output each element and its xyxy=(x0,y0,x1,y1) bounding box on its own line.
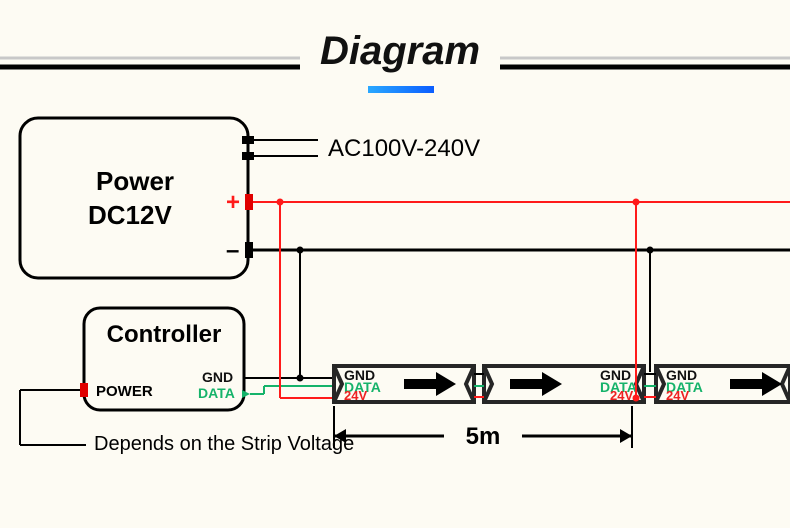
plus-label: + xyxy=(226,189,240,216)
strip-volt: 24V xyxy=(666,388,689,403)
ac-label: AC100V-240V xyxy=(328,135,480,162)
strip-volt: 24V xyxy=(344,388,367,403)
controller-data-label: DATA xyxy=(198,385,235,401)
controller-title: Controller xyxy=(107,321,222,348)
distance-label: 5m xyxy=(466,423,501,450)
controller-gnd-label: GND xyxy=(202,369,233,385)
minus-label: – xyxy=(226,237,239,264)
controller-power-label: POWER xyxy=(96,383,153,400)
title-underline xyxy=(368,86,434,93)
power-label-2: DC12V xyxy=(88,200,172,230)
power-label-1: Power xyxy=(96,166,174,196)
depends-label: Depends on the Strip Voltage xyxy=(94,433,354,455)
strip-volt: 24V xyxy=(610,388,633,403)
diagram-title: Diagram xyxy=(320,29,480,73)
